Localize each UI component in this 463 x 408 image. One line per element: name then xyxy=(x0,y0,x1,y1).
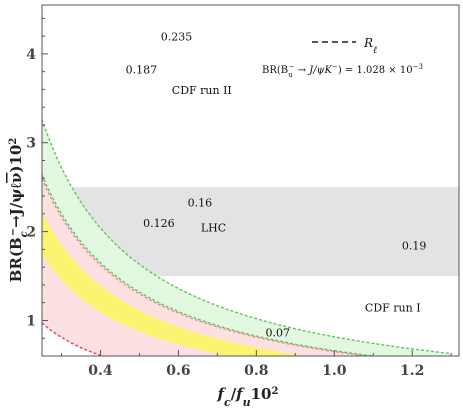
y-tick-label: 2 xyxy=(26,225,36,241)
y-tick-label: 1 xyxy=(26,313,36,329)
curve-0-19 xyxy=(42,174,379,356)
annotation: 0.07 xyxy=(266,326,291,339)
formula-sup: − xyxy=(289,63,295,71)
region-lhc xyxy=(42,211,306,356)
x-title-ten: 10 xyxy=(251,385,272,403)
y-title-lead: BR(B xyxy=(7,237,25,282)
y-tick-label: 4 xyxy=(26,47,36,63)
annotation: LHC xyxy=(201,222,226,235)
formula-lead: BR(B xyxy=(262,65,288,76)
x-title-f1: f xyxy=(217,385,227,403)
formula-tail: ) = 1.028 × 10 xyxy=(338,65,413,76)
annotation: 0.187 xyxy=(126,63,158,76)
y-title-sub: c xyxy=(19,231,30,237)
annotation: CDF run II xyxy=(172,84,232,97)
x-tick-label: 1.2 xyxy=(400,363,424,379)
annotation: 0.235 xyxy=(161,31,193,44)
x-title-sub1: c xyxy=(224,396,231,408)
annotation: 0.16 xyxy=(188,197,213,210)
y-title-exp: 2 xyxy=(8,138,19,145)
y-title-bar: ν xyxy=(7,173,25,183)
x-axis-title: fc/fu102 xyxy=(217,385,279,408)
annotation: 0.126 xyxy=(143,217,175,230)
y-tick-label: 3 xyxy=(26,136,36,152)
legend-entry-symbol: R xyxy=(363,36,373,50)
legend-entry: Rℓ xyxy=(363,36,377,56)
x-title-f2: f xyxy=(235,385,245,403)
curve-0-235 xyxy=(42,119,452,355)
x-title-sub2: u xyxy=(243,396,251,408)
x-title-slash: / xyxy=(231,385,237,403)
x-tick-label: 0.6 xyxy=(166,363,190,379)
y-axis-title: BR(Bc−→J/ψℓν)102 xyxy=(7,138,30,283)
x-tick-label: 1.0 xyxy=(322,363,347,379)
legend-entry-sub: ℓ xyxy=(373,45,377,56)
y-title-mid: →J/ψℓ xyxy=(7,183,25,228)
formula-sub: u xyxy=(288,71,293,79)
x-tick-label: 0.8 xyxy=(244,363,268,379)
legend-formula: BR(Bu− → J/ψK−) = 1.028 × 10−3 xyxy=(262,63,423,79)
annotation: 0.19 xyxy=(402,239,427,252)
formula-sup2: − xyxy=(332,63,338,71)
x-tick-label: 0.4 xyxy=(88,363,113,379)
plot-frame xyxy=(41,4,460,357)
formula-mid: → J/ψK xyxy=(295,65,333,76)
formula-exp: −3 xyxy=(413,63,423,71)
x-title-sup: 2 xyxy=(272,386,279,397)
y-title-close: )10 xyxy=(7,145,25,173)
y-title-sup: − xyxy=(8,228,19,236)
legend: Rℓ BR(Bu− → J/ψK−) = 1.028 × 10−3 xyxy=(262,36,423,79)
annotation: CDF run I xyxy=(365,302,421,315)
